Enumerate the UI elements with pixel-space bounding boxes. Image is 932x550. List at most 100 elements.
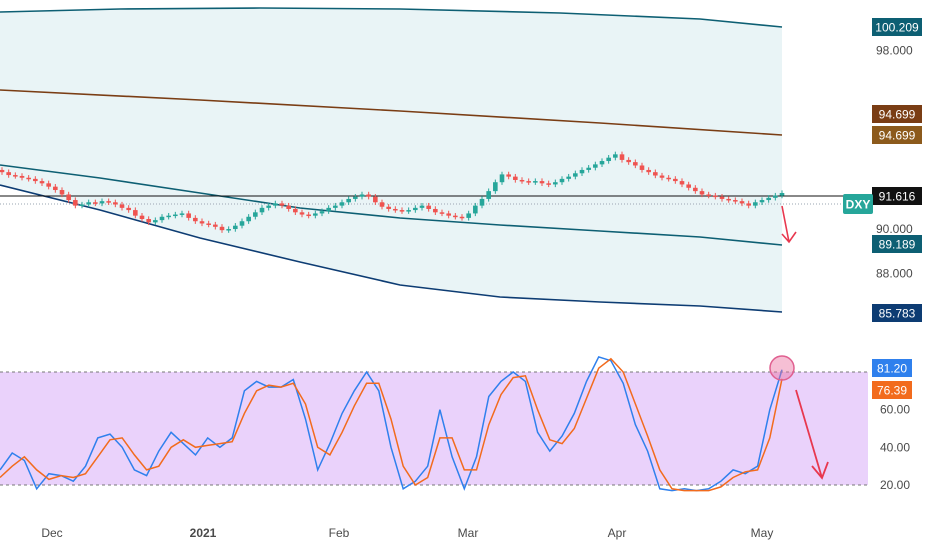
stochastic-value-tag: 76.39 <box>872 381 912 399</box>
candle <box>226 226 231 233</box>
candle <box>53 183 58 193</box>
candle-body <box>659 175 665 178</box>
candle-body <box>399 210 405 212</box>
candle <box>119 201 125 211</box>
stochastic-band <box>0 372 868 485</box>
candle <box>66 191 71 203</box>
candle-body <box>486 191 491 199</box>
candle <box>353 194 358 202</box>
candle <box>653 169 658 179</box>
candle <box>219 224 225 233</box>
candle <box>439 209 445 217</box>
candle <box>559 176 565 185</box>
time-tick-label: Feb <box>329 526 350 540</box>
candle <box>546 180 551 188</box>
stochastic-value-tag-label: 81.20 <box>877 362 907 376</box>
candle-body <box>19 175 25 178</box>
price-tag-label: 85.783 <box>879 307 916 321</box>
candle <box>419 202 425 211</box>
candle <box>79 201 85 209</box>
candle <box>273 200 278 209</box>
candle-body <box>519 179 525 182</box>
candle-body <box>246 216 251 222</box>
candle-body <box>293 208 298 213</box>
candle-body <box>713 195 718 198</box>
candle <box>6 169 11 178</box>
candle <box>466 210 471 221</box>
candle-body <box>646 169 651 173</box>
candle-body <box>239 221 245 226</box>
candle-body <box>679 181 685 185</box>
candle-body <box>46 183 51 187</box>
candle-body <box>159 216 165 221</box>
candle-body <box>673 178 678 182</box>
candle-body <box>353 196 358 199</box>
stochastic-k-line <box>0 355 783 492</box>
candle-body <box>206 223 211 225</box>
price-tag-bg <box>872 105 922 123</box>
candle <box>346 196 351 205</box>
price-tick-label: 90.000 <box>876 222 913 236</box>
candle <box>13 172 18 179</box>
candle <box>379 199 385 210</box>
candle-body <box>419 205 425 208</box>
candle-body <box>279 203 285 206</box>
candle-body <box>626 159 631 163</box>
candle-body <box>139 215 145 220</box>
candle-body <box>599 161 605 165</box>
channel-outer-lower-line <box>0 184 783 313</box>
candle-body <box>373 196 378 203</box>
candle <box>333 202 338 211</box>
candle <box>106 198 111 205</box>
candle-body <box>286 205 291 209</box>
candle-body <box>253 212 258 217</box>
candle-body <box>559 178 565 183</box>
candle <box>306 211 311 219</box>
price-tick-label: 88.000 <box>876 267 913 281</box>
candle <box>299 209 305 218</box>
candle-body <box>619 154 625 160</box>
time-axis: Dec 2021 Feb Mar Apr May <box>41 526 773 540</box>
candle <box>266 202 271 211</box>
candle-body <box>306 214 311 217</box>
candle <box>206 220 211 228</box>
candle-body <box>726 198 731 201</box>
candle <box>486 188 491 202</box>
candle <box>479 196 485 209</box>
candle-body <box>153 220 158 223</box>
candle-body <box>386 206 391 209</box>
candle <box>259 205 265 215</box>
candle-body <box>613 154 618 158</box>
candle-body <box>166 215 171 218</box>
candle-body <box>759 200 765 203</box>
candle-body <box>773 195 778 198</box>
time-tick-label: Apr <box>608 526 627 540</box>
candle <box>26 175 31 182</box>
candle <box>446 210 451 219</box>
price-tag-label: 94.699 <box>879 108 916 122</box>
candle-body <box>593 164 598 168</box>
candle <box>773 192 778 201</box>
candle-body <box>413 207 418 211</box>
stochastic-tick-label: 40.00 <box>880 440 910 454</box>
time-tick-label: May <box>751 526 774 540</box>
candle-body <box>93 202 98 204</box>
candle-body <box>146 219 151 223</box>
candle <box>566 173 571 182</box>
candle <box>679 178 685 188</box>
candle <box>453 212 458 220</box>
candle <box>126 205 131 213</box>
candle <box>99 198 105 207</box>
candle <box>459 214 465 221</box>
price-tag: 100.209 <box>872 18 922 36</box>
candle <box>539 178 545 187</box>
price-tag-label: 89.189 <box>879 238 916 252</box>
candle-body <box>199 221 205 224</box>
candle <box>699 188 705 198</box>
stochastic-axis: 60.00 40.00 20.00 81.20 76.39 <box>872 359 912 492</box>
channel-fill <box>0 8 782 312</box>
candle-body <box>313 213 318 216</box>
candle <box>766 195 771 203</box>
candle-body <box>99 201 105 204</box>
